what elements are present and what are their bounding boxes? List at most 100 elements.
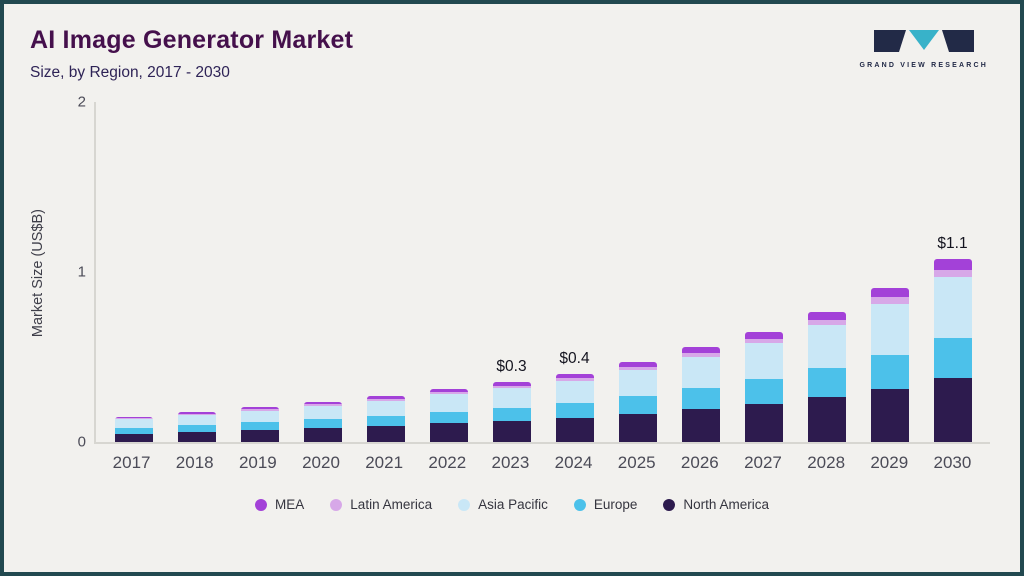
bar-group-2027 (732, 102, 795, 442)
bar-segment-latin-america (681, 352, 720, 357)
bar-segment-asia-pacific (681, 356, 720, 389)
bar-group-2020 (291, 102, 354, 442)
x-axis-label: 2022 (428, 453, 467, 472)
bar-segment-mea (240, 407, 279, 410)
stacked-bar (114, 416, 153, 442)
bar-segment-asia-pacific (555, 380, 594, 404)
legend-swatch-icon (330, 498, 343, 511)
bar-segment-asia-pacific (240, 410, 279, 423)
stacked-bar (681, 347, 720, 442)
stacked-bar (492, 381, 531, 442)
bar-segment-mea (114, 416, 153, 419)
x-axis-label: 2020 (302, 453, 340, 472)
bar-segment-north-america (744, 403, 783, 442)
legend-item-north-america: North America (663, 497, 769, 512)
bar-segment-asia-pacific (618, 370, 657, 397)
bar-group-2030: $1.1 (921, 102, 984, 442)
bar-segment-europe (807, 368, 846, 397)
legend-item-asia-pacific: Asia Pacific (458, 497, 548, 512)
bar-group-2019 (228, 102, 291, 442)
bar-segment-europe (492, 407, 531, 421)
stacked-bar (933, 258, 972, 442)
bar-segment-asia-pacific (114, 419, 153, 428)
stacked-bar (303, 401, 342, 442)
bar-segment-mea (618, 362, 657, 367)
bar-segment-asia-pacific (870, 303, 909, 355)
bar-group-2023: $0.3 (480, 102, 543, 442)
y-tick-label: 0 (77, 433, 86, 451)
x-axis-label: 2023 (491, 453, 530, 472)
bar-segment-latin-america (177, 413, 216, 416)
legend-item-latin-america: Latin America (330, 497, 432, 512)
bar-value-label: $0.4 (559, 350, 590, 368)
x-axis-labels: 2017 2018 2019 2020 2021 2022 2023 2024 2025 2026… (94, 453, 990, 473)
bar-group-2029 (858, 102, 921, 442)
bar-segment-mea (303, 401, 342, 405)
bar-segment-latin-america (744, 338, 783, 343)
bar-segment-north-america (492, 420, 531, 442)
bar-segment-mea (807, 311, 846, 320)
bar-segment-europe (177, 425, 216, 432)
x-axis-label: 2024 (554, 453, 593, 472)
bar-segment-latin-america (870, 297, 909, 304)
bar-segment-asia-pacific (366, 400, 405, 416)
grand-view-research-logo: GRAND VIEW RESEARCH (859, 30, 988, 69)
bar-segment-asia-pacific (429, 394, 468, 412)
bar-group-2026 (669, 102, 732, 442)
bar-segment-europe (114, 427, 153, 434)
bar-segment-north-america (870, 388, 909, 442)
bar-segment-europe (933, 337, 972, 379)
x-axis-label: 2030 (933, 453, 972, 472)
bar-segment-latin-america (114, 418, 153, 420)
bar-group-2024: $0.4 (543, 102, 606, 442)
page-subtitle: Size, by Region, 2017 - 2030 (30, 64, 230, 81)
bar-value-label: $0.3 (496, 357, 527, 375)
bar-group-2028 (795, 102, 858, 442)
bar-segment-north-america (114, 433, 153, 442)
bar-segment-europe (429, 411, 468, 424)
bar-group-2017 (102, 102, 165, 442)
bar-segment-north-america (807, 396, 846, 442)
logo-text: GRAND VIEW RESEARCH (859, 62, 988, 69)
stacked-bar (807, 311, 846, 442)
bar-segment-europe (366, 415, 405, 426)
bar-segment-europe (555, 403, 594, 419)
legend-label: North America (683, 497, 769, 512)
stacked-bar (429, 389, 468, 442)
y-tick-label: 1 (77, 263, 86, 281)
bar-group-2021 (354, 102, 417, 442)
bar-value-label: $1.1 (937, 234, 968, 252)
x-axis-label: 2029 (870, 453, 909, 472)
bar-segment-latin-america (933, 269, 972, 278)
stacked-bar (618, 362, 657, 442)
bar-segment-north-america (366, 425, 405, 442)
plot-area: 0 1 2 $0.3 $0.4 $1.1 (78, 94, 990, 451)
bar-segment-latin-america (618, 366, 657, 371)
bar-segment-latin-america (240, 409, 279, 411)
bar-segment-europe (303, 419, 342, 429)
x-axis-label: 2025 (617, 453, 656, 472)
bar-segment-europe (870, 354, 909, 389)
y-tick-label: 2 (77, 93, 86, 111)
bar-segment-latin-america (555, 378, 594, 381)
bar-segment-north-america (429, 423, 468, 442)
stacked-bar (240, 407, 279, 442)
bar-segment-mea (492, 381, 531, 386)
bar-segment-north-america (681, 408, 720, 442)
bar-segment-asia-pacific (177, 415, 216, 426)
y-axis-title-wrap: Market Size (US$B) (30, 102, 54, 444)
header: AI Image Generator Market Size, by Regio… (30, 26, 994, 82)
bar-segment-latin-america (303, 404, 342, 407)
bar-segment-north-america (618, 413, 657, 442)
bar-segment-north-america (240, 430, 279, 442)
x-axis-label: 2017 (112, 453, 151, 472)
bar-segment-mea (744, 331, 783, 339)
bar-segment-mea (870, 288, 909, 298)
bar-segment-north-america (933, 378, 972, 442)
bar-segment-north-america (177, 431, 216, 442)
x-axis-label: 2018 (175, 453, 214, 472)
stacked-bar (366, 396, 405, 442)
stacked-bar (870, 288, 909, 442)
y-axis-title: Market Size (US$B) (30, 208, 46, 338)
stacked-bar (555, 374, 594, 442)
